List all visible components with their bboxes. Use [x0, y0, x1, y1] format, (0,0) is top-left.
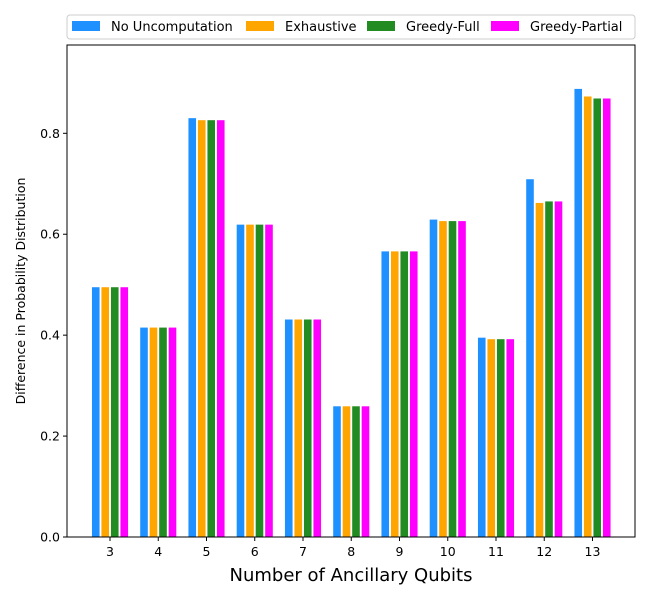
legend-swatch	[72, 21, 100, 31]
x-tick-label: 10	[440, 544, 456, 559]
x-tick-label: 9	[396, 544, 404, 559]
x-tick-label: 11	[488, 544, 504, 559]
bar-greedy-full-3	[110, 287, 119, 537]
bar-greedy-partial-8	[361, 406, 370, 537]
bar-greedy-full-5	[207, 120, 216, 537]
bar-no-uncomputation-7	[284, 319, 293, 537]
bar-greedy-partial-4	[168, 327, 177, 537]
bar-greedy-full-6	[255, 224, 264, 537]
bar-exhaustive-3	[101, 287, 110, 537]
legend-swatch	[246, 21, 274, 31]
bar-no-uncomputation-3	[91, 287, 100, 537]
bar-exhaustive-12	[535, 202, 544, 537]
x-tick-label: 4	[154, 544, 162, 559]
bar-no-uncomputation-10	[429, 219, 438, 537]
bar-no-uncomputation-9	[381, 251, 390, 537]
bar-exhaustive-13	[583, 96, 592, 537]
bar-no-uncomputation-6	[236, 224, 245, 537]
y-tick-label: 0.0	[40, 530, 60, 545]
bar-no-uncomputation-4	[140, 327, 148, 537]
bar-greedy-partial-9	[409, 251, 418, 537]
x-tick-label: 13	[585, 544, 601, 559]
bar-greedy-partial-5	[216, 120, 225, 537]
bar-greedy-partial-10	[458, 221, 466, 538]
legend-label: Greedy-Full	[406, 20, 480, 35]
x-tick-label: 5	[203, 544, 211, 559]
x-tick-label: 3	[106, 544, 114, 559]
bar-greedy-partial-3	[120, 287, 129, 537]
bar-greedy-full-9	[400, 251, 409, 537]
legend-label: Greedy-Partial	[530, 20, 622, 35]
bar-no-uncomputation-13	[574, 88, 583, 538]
bar-exhaustive-11	[487, 339, 496, 537]
bar-exhaustive-8	[342, 406, 351, 537]
bar-no-uncomputation-5	[188, 118, 197, 538]
bar-exhaustive-10	[439, 221, 447, 538]
bar-greedy-partial-7	[313, 319, 322, 537]
x-tick-label: 7	[299, 544, 307, 559]
bar-greedy-partial-6	[265, 224, 273, 537]
y-tick-label: 0.8	[40, 126, 60, 141]
bar-greedy-full-12	[545, 201, 553, 537]
bar-exhaustive-9	[390, 251, 399, 537]
y-tick-label: 0.6	[40, 227, 60, 242]
bar-greedy-full-7	[303, 319, 312, 537]
legend-label: Exhaustive	[285, 20, 357, 35]
legend: No Uncomputation Exhaustive Greedy-Full Gre…	[66, 14, 636, 40]
plot-frame	[66, 44, 636, 538]
bar-no-uncomputation-11	[477, 337, 486, 537]
legend-swatch	[367, 21, 395, 31]
bar-exhaustive-6	[246, 224, 254, 537]
bar-no-uncomputation-8	[333, 406, 341, 537]
y-tick-label: 0.2	[40, 429, 60, 444]
x-axis: 3 4 5 6 7 8 9 10 11 12 13	[106, 537, 600, 559]
bar-exhaustive-4	[149, 327, 158, 537]
y-tick-label: 0.4	[40, 328, 60, 343]
x-axis-label: Number of Ancillary Qubits	[230, 565, 473, 586]
legend-label: No Uncomputation	[111, 20, 233, 35]
bar-greedy-full-11	[496, 339, 505, 537]
legend-swatch	[491, 21, 519, 31]
x-tick-label: 8	[347, 544, 355, 559]
bar-exhaustive-5	[197, 120, 206, 537]
x-tick-label: 12	[536, 544, 552, 559]
x-tick-label: 6	[251, 544, 259, 559]
bar-greedy-full-8	[352, 406, 360, 537]
bar-greedy-partial-13	[602, 98, 611, 538]
bar-greedy-full-4	[159, 327, 167, 537]
y-axis-label: Difference in Probability Distribution	[13, 178, 28, 405]
bar-greedy-full-13	[593, 98, 602, 538]
bar-greedy-full-10	[448, 221, 457, 538]
bar-greedy-partial-11	[506, 339, 515, 537]
bars-layer	[91, 88, 611, 538]
bar-exhaustive-7	[294, 319, 303, 537]
bar-no-uncomputation-12	[526, 179, 534, 538]
y-axis: 0.0 0.2 0.4 0.6 0.8	[40, 126, 67, 545]
bar-greedy-partial-12	[554, 201, 563, 537]
